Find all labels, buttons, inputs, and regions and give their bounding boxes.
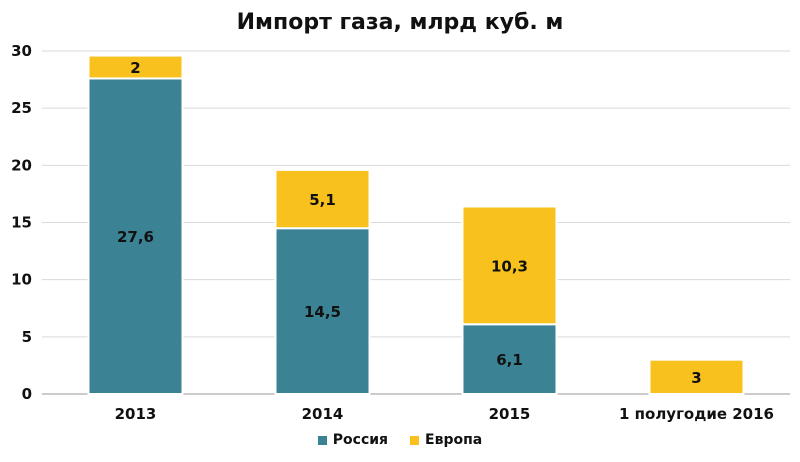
bar-Европа (461, 205, 558, 326)
y-tick-label: 15 (11, 214, 32, 232)
bar-Европа (274, 168, 371, 230)
data-label: 14,5 (304, 303, 341, 321)
legend-label: Россия (332, 432, 389, 448)
legend-swatch (317, 435, 327, 445)
data-label: 10,3 (491, 257, 528, 275)
y-tick-label: 25 (11, 99, 32, 117)
bar-Европа (648, 358, 745, 396)
category-label: 1 полугодие 2016 (619, 405, 774, 423)
bar-Россия (461, 323, 558, 395)
legend: Россия Европа (0, 432, 800, 448)
data-label: 27,6 (117, 228, 154, 246)
legend-item: Россия (317, 432, 389, 448)
legend-swatch (410, 435, 420, 445)
y-tick-label: 10 (11, 271, 32, 289)
category-label: 2013 (115, 405, 157, 423)
data-label: 3 (691, 369, 701, 387)
legend-label: Европа (425, 432, 483, 448)
bar-Россия (274, 227, 371, 395)
y-tick-label: 5 (22, 328, 32, 346)
y-tick-label: 30 (11, 42, 32, 60)
y-tick-label: 20 (11, 156, 32, 174)
data-label: 2 (130, 59, 140, 77)
y-tick-label: 0 (22, 385, 32, 403)
legend-item: Европа (410, 432, 482, 448)
category-label: 2014 (302, 405, 344, 423)
bar-Европа (87, 54, 184, 80)
data-label: 5,1 (309, 191, 336, 209)
chart-title: Импорт газа, млрд куб. м (236, 10, 564, 35)
category-label: 2015 (489, 405, 531, 423)
data-label: 6,1 (496, 351, 523, 369)
